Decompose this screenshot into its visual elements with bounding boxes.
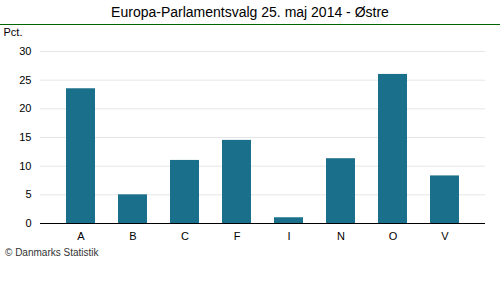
svg-text:V: V — [441, 230, 449, 242]
svg-text:25: 25 — [19, 74, 31, 86]
svg-text:F: F — [234, 230, 241, 242]
svg-text:A: A — [77, 230, 85, 242]
svg-text:I: I — [287, 230, 290, 242]
html-text:© Danmarks Statistik: © Danmarks Statistik — [5, 247, 99, 258]
svg-text:Pct.: Pct. — [4, 26, 23, 38]
svg-text:C: C — [181, 230, 189, 242]
svg-text:15: 15 — [19, 131, 31, 143]
html-text:Europa-Parlamentsvalg 25. maj: Europa-Parlamentsvalg 25. maj 2014 - Øst… — [111, 4, 389, 20]
svg-text:B: B — [129, 230, 136, 242]
svg-text:O: O — [389, 230, 398, 242]
svg-text:0: 0 — [25, 217, 31, 229]
svg-text:N: N — [337, 230, 345, 242]
svg-text:10: 10 — [19, 160, 31, 172]
svg-text:5: 5 — [25, 188, 31, 200]
svg-text:30: 30 — [19, 45, 31, 57]
svg-text:20: 20 — [19, 102, 31, 114]
